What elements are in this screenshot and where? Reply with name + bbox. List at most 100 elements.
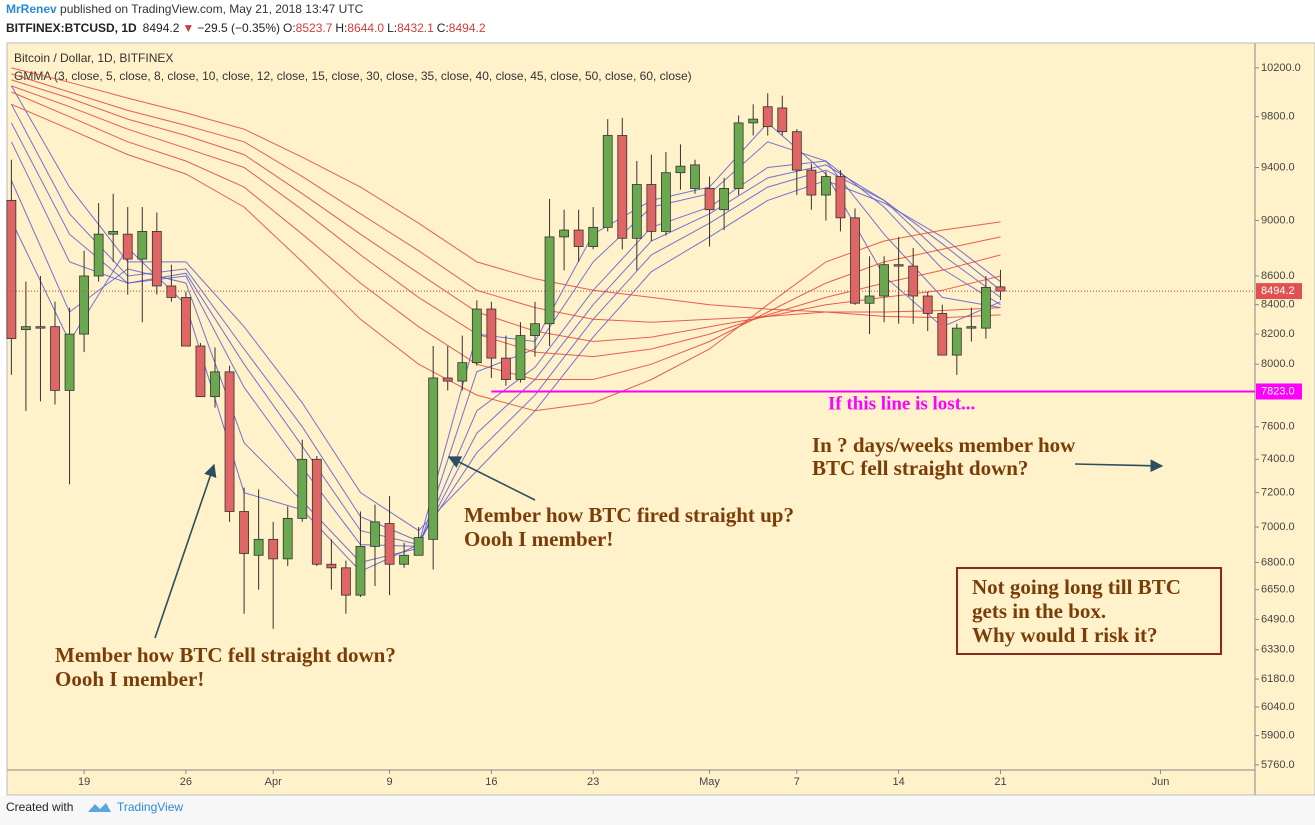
y-tick-label: 8600.0 [1261,270,1295,282]
candle-body [413,537,424,556]
level-label-bg [1256,383,1302,400]
annotation: Member how BTC fired straight up? [464,503,794,527]
y-tick-label: 9800.0 [1261,111,1295,123]
o: 8523.7 [296,21,333,35]
candle-body [646,184,657,232]
plot [6,67,1255,629]
candle-body [835,176,846,219]
candle-body [457,362,468,382]
y-tick-label: 7400.0 [1261,453,1295,465]
footer-bg [0,796,1315,825]
candle-body [311,458,322,565]
candle-body [762,106,773,128]
x-tick-label: May [699,776,720,788]
last: 8494.2 [143,21,180,35]
candle-body [471,308,482,364]
header-line1: MrRenev published on TradingView.com, Ma… [6,2,364,16]
candle-body [908,265,919,297]
candle-body [515,335,526,380]
gmma-line [11,67,1001,319]
arrow-up [447,456,536,501]
candle-body [661,172,671,232]
candle-body [195,345,206,398]
time-axis-bg [7,770,1255,795]
candle-body [486,308,497,359]
candle-body [602,135,613,228]
x-tick-label: 19 [78,776,90,788]
gmma-line [11,73,1001,323]
candle-body [631,184,642,239]
y-tick-label: 10200.0 [1261,62,1301,74]
gmma-line [11,79,1001,343]
candle-body [995,286,1006,292]
candle-body [79,275,89,335]
x-tick-label: 9 [386,776,392,788]
candle-body [777,107,788,133]
x-tick-label: 23 [587,776,599,788]
y-tick-label: 8200.0 [1261,328,1295,340]
candle-body [922,295,933,314]
arrow-down [154,463,217,639]
annotation: Not going long till BTC [972,575,1181,599]
chart-title: Bitcoin / Dollar, 1D, BITFINEX [14,51,173,65]
y-tick-label: 8400.0 [1261,299,1295,311]
level-label: 7823.0 [1261,385,1295,397]
candle-body [733,122,744,189]
candle-body [719,188,729,211]
x-tick-label: 21 [994,776,1006,788]
annotation: Why would I risk it? [972,623,1158,647]
x-tick-label: Jun [1152,776,1170,788]
candle-body [355,546,366,596]
y-tick-label: 7000.0 [1261,521,1295,533]
y-tick-label: 6180.0 [1261,673,1295,685]
gmma-line [10,104,1001,542]
candle-body [326,563,337,569]
candle-body [704,188,715,211]
annotation: Member how BTC fell straight down? [55,643,396,667]
candle-body [588,226,599,247]
candle-body [282,517,293,560]
candle-body [675,165,686,174]
candle-body [210,371,220,398]
candle-body [617,135,628,239]
candle-body [951,327,962,356]
x-tick-label: 26 [180,776,192,788]
candle-body [806,169,817,196]
candle-body [544,236,555,325]
o-label: O: [283,21,296,35]
candle-body [573,229,584,247]
footer-created: Created with [6,800,73,814]
y-tick-label: 6040.0 [1261,701,1295,713]
candle-body [50,326,60,391]
note-box [956,567,1222,655]
header-line2: BITFINEX:BTCUSD, 1D 8494.2 ▼ −29.5 (−0.35%)… [6,21,486,35]
x-tick-label: 14 [893,776,905,788]
candle-body [879,264,889,297]
h: 8644.0 [347,21,384,35]
candle-body [966,326,977,329]
candle-body [384,523,395,565]
footer-brand[interactable]: TradingView [117,800,183,814]
candle-body [748,118,759,124]
arrow: ▼ [182,21,194,35]
last-price-bg [1256,283,1302,300]
footer-logo [88,803,111,812]
y-tick-label: 6650.0 [1261,584,1295,596]
candle-body [64,333,75,391]
candle-body [501,357,511,380]
candle-body [21,326,31,331]
y-tick-label: 7200.0 [1261,487,1295,499]
l-label: L: [387,21,397,35]
annotation: In ? days/weeks member how [812,433,1076,457]
c: 8494.2 [449,21,486,35]
y-tick-label: 6800.0 [1261,556,1295,568]
candle-body [370,521,380,547]
candle-body [239,511,249,554]
published: published on TradingView.com, May 21, 20… [57,2,364,16]
candle-body [937,313,948,356]
indicator-label: GMMA (3, close, 5, close, 8, close, 10, … [14,69,692,83]
candle-body [981,286,991,329]
y-tick-label: 9400.0 [1261,161,1295,173]
candle-body [122,233,133,260]
y-tick-label: 8000.0 [1261,358,1295,370]
